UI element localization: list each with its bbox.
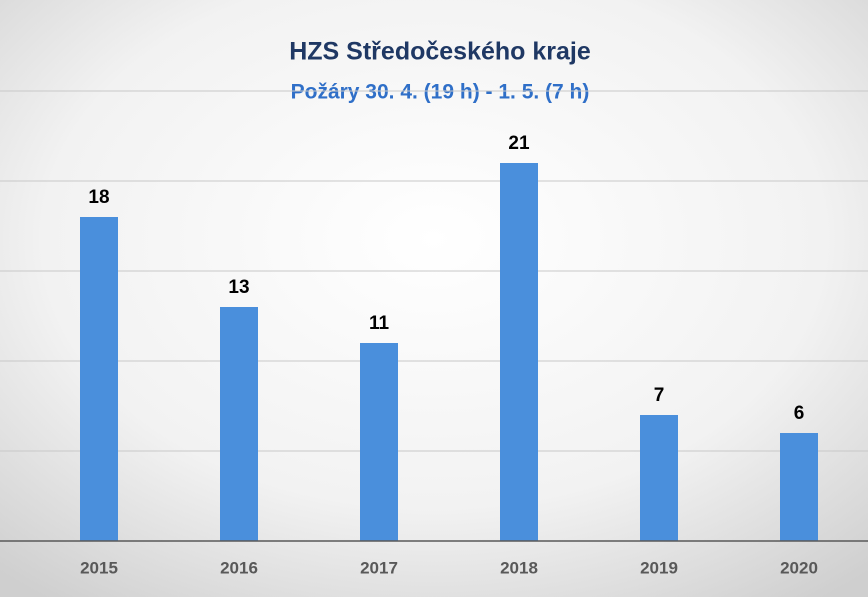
data-label: 13	[228, 277, 249, 298]
x-tick-label: 2020	[780, 558, 818, 577]
data-label: 7	[654, 385, 665, 406]
x-tick-label: 2019	[640, 558, 678, 577]
chart-title: HZS Středočeského kraje	[289, 38, 591, 66]
x-tick-label: 2018	[500, 558, 538, 577]
bar	[640, 415, 678, 541]
bar	[500, 163, 538, 541]
data-label: 11	[369, 313, 390, 334]
data-label: 21	[508, 133, 530, 154]
x-tick-label: 2015	[80, 558, 118, 577]
x-tick-label: 2017	[360, 558, 398, 577]
data-label: 6	[794, 403, 805, 424]
bar	[80, 217, 118, 541]
bar	[220, 307, 258, 541]
x-tick-label: 2016	[220, 558, 258, 577]
bar	[360, 343, 398, 541]
chart-subtitle: Požáry 30. 4. (19 h) - 1. 5. (7 h)	[291, 81, 590, 104]
bar	[780, 433, 818, 541]
data-label: 18	[88, 187, 109, 208]
